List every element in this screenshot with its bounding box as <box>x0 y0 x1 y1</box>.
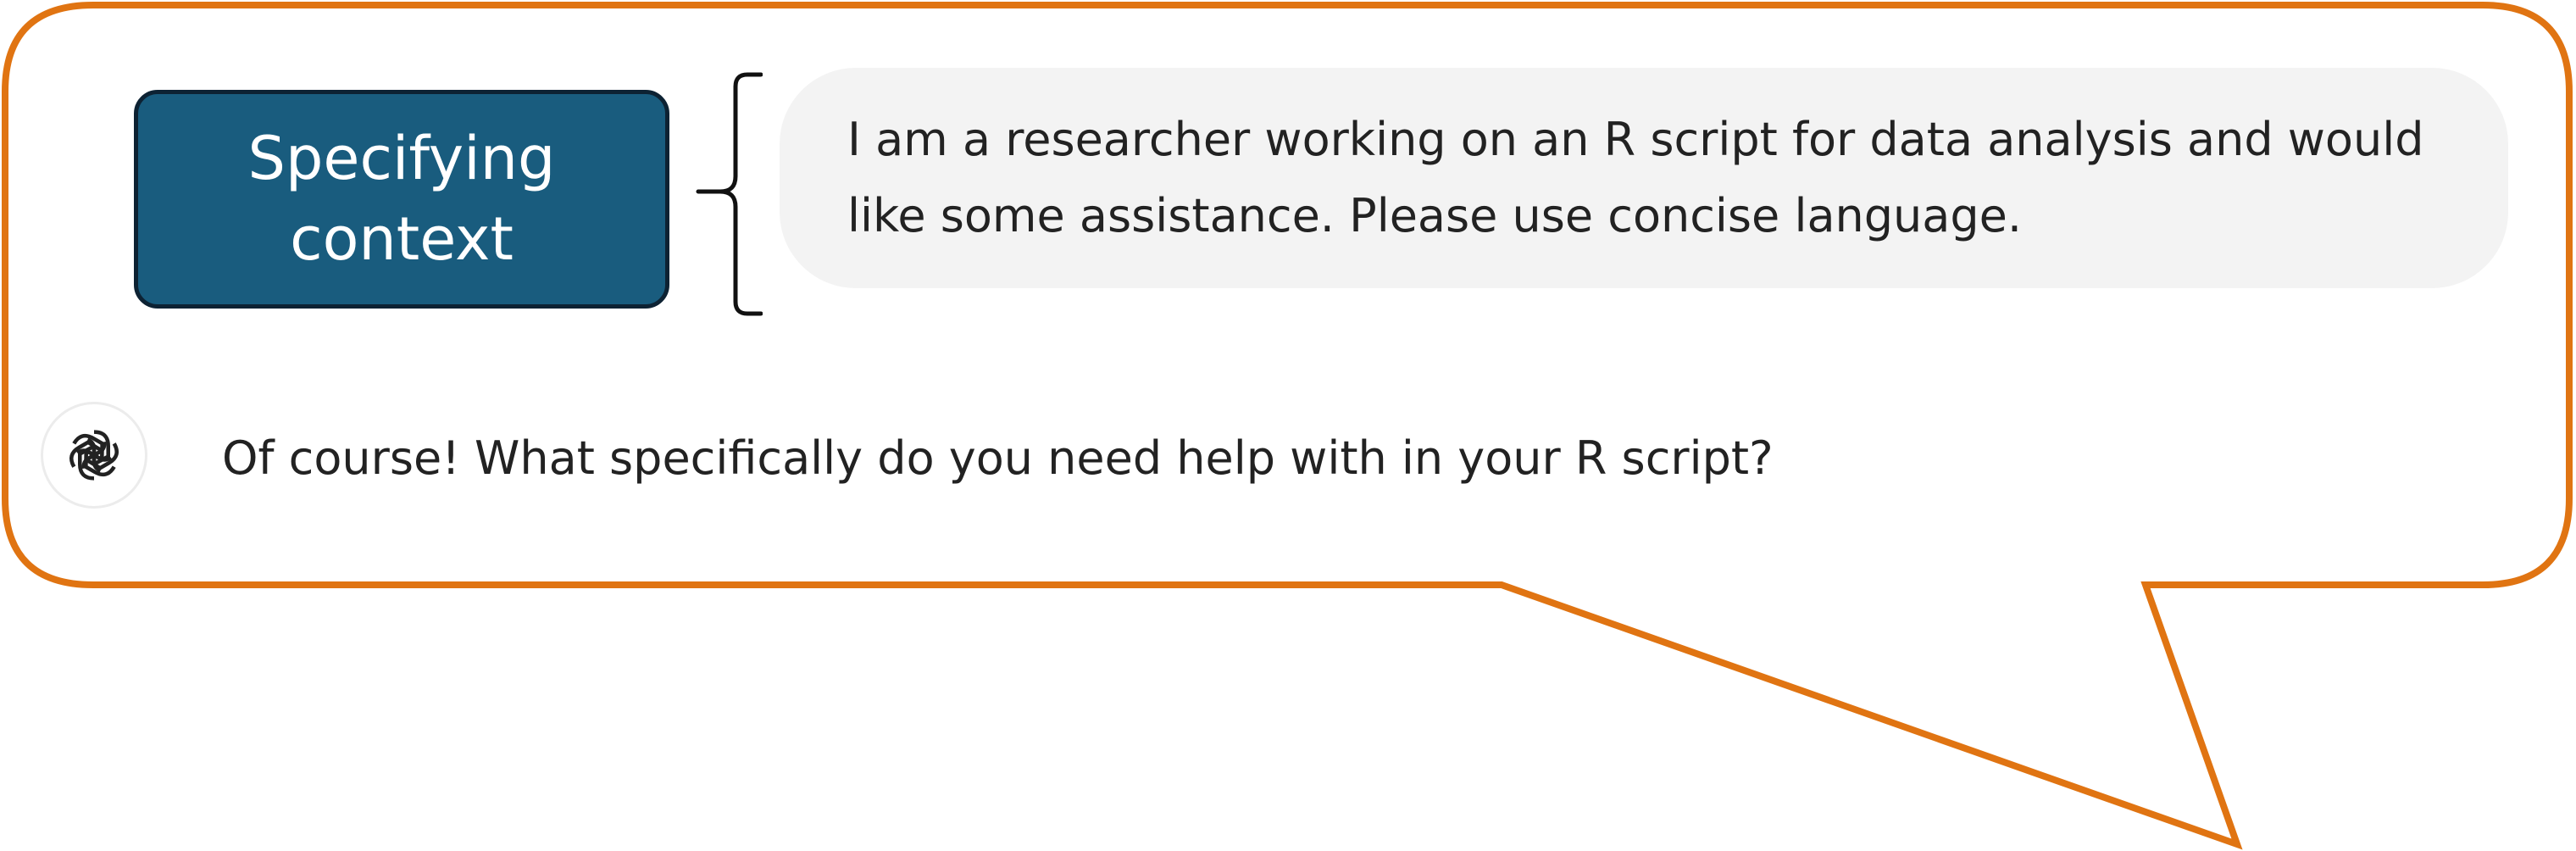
user-message-text: I am a researcher working on an R script… <box>847 113 2424 242</box>
openai-logo-icon <box>62 423 126 487</box>
context-label-box: Specifying context <box>134 90 669 309</box>
assistant-message-text: Of course! What specifically do you need… <box>222 431 1774 485</box>
curly-brace-icon <box>696 72 763 316</box>
context-label-text: Specifying context <box>247 124 556 274</box>
assistant-avatar <box>41 402 147 509</box>
user-message-bubble: I am a researcher working on an R script… <box>780 68 2508 288</box>
